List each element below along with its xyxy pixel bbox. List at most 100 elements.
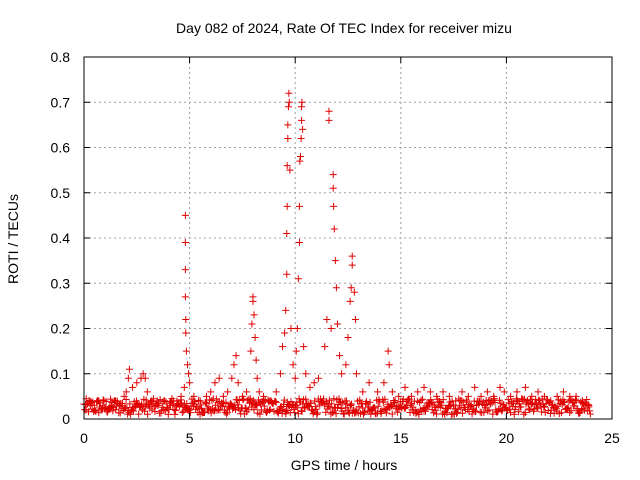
data-point [563,405,571,413]
data-point [173,397,181,405]
data-point [141,374,149,382]
data-point [520,410,528,418]
data-point [532,401,540,409]
data-points [80,89,594,418]
data-point [350,288,358,296]
data-point [223,410,231,418]
data-point [342,361,350,369]
data-point [559,388,567,396]
data-point [347,284,355,292]
data-point [458,397,466,405]
data-point [314,409,322,417]
data-point [302,395,310,403]
data-point [171,410,179,418]
data-point [483,401,491,409]
data-point [558,409,566,417]
data-point [247,347,255,355]
data-point [371,404,379,412]
data-point [489,410,497,418]
data-point [531,399,539,407]
data-point [493,408,501,416]
data-point [215,374,223,382]
data-point [239,396,247,404]
data-point [219,392,227,400]
data-point [230,361,238,369]
data-point [553,392,561,400]
data-point [272,388,280,396]
data-point [325,107,333,115]
data-point [133,379,141,387]
data-point [483,388,491,396]
data-point [248,320,256,328]
data-point [394,402,402,410]
data-point [246,399,254,407]
data-point [566,392,574,400]
data-point [380,379,388,387]
data-point [284,103,292,111]
data-point [298,116,306,124]
data-point [356,410,364,418]
data-point [328,409,336,417]
data-point [250,311,258,319]
data-point [181,266,189,274]
data-point [296,153,304,161]
data-point [366,398,374,406]
data-point [422,407,430,415]
data-point [252,356,260,364]
data-point [200,409,208,417]
y-tick-label: 0.3 [51,275,71,291]
data-point [207,388,215,396]
data-point [407,392,415,400]
data-point [202,392,210,400]
data-point [286,166,294,174]
data-point [284,134,292,142]
data-point [142,396,150,404]
data-point [331,257,339,265]
data-point [306,383,314,391]
data-point [331,404,339,412]
data-point [235,396,243,404]
data-point [381,395,389,403]
data-point [536,399,544,407]
data-point [453,409,461,417]
data-point [344,334,352,342]
data-point [250,406,258,414]
data-point [122,388,130,396]
data-point [471,407,479,415]
data-point [450,401,458,409]
data-point [92,407,100,415]
data-point [283,270,291,278]
data-point [182,315,190,323]
data-point [285,89,293,97]
data-point [299,125,307,133]
data-point [352,370,360,378]
data-point [234,401,242,409]
data-point [143,388,151,396]
data-point [417,396,425,404]
data-point [154,401,162,409]
data-point [348,252,356,260]
data-point [222,398,230,406]
data-point [264,396,272,404]
data-point [565,397,573,405]
data-point [365,403,373,411]
data-point [433,392,441,400]
data-point [507,409,515,417]
data-point [229,405,237,413]
data-point [103,406,111,414]
data-point [283,406,291,414]
data-point [329,408,337,416]
data-point [86,401,94,409]
data-point [519,396,527,404]
data-point [271,397,279,405]
y-tick-label: 0.6 [51,140,71,156]
data-point [480,408,488,416]
data-point [251,334,259,342]
data-point [388,388,396,396]
data-point [232,406,240,414]
data-point [468,410,476,418]
y-tick-label: 0.8 [51,49,71,65]
data-point [320,395,328,403]
data-point [109,407,117,415]
data-point [330,225,338,233]
